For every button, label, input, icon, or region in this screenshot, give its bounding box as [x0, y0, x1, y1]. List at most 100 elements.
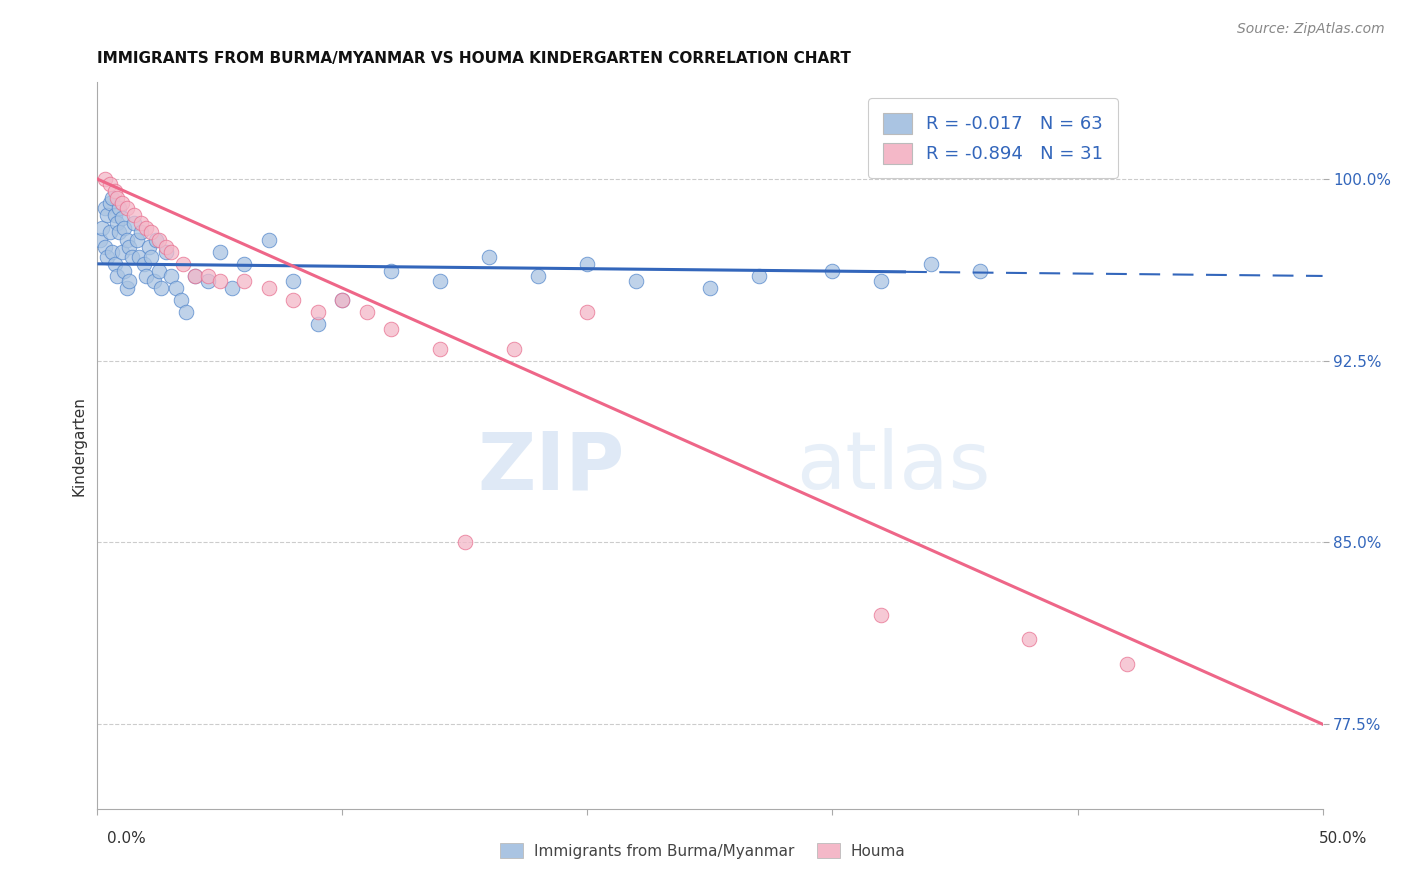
Point	[132, 257, 155, 271]
Point	[870, 608, 893, 623]
Point	[184, 268, 207, 283]
Point	[197, 274, 219, 288]
Text: atlas: atlas	[796, 428, 990, 507]
Point	[125, 233, 148, 247]
Point	[699, 281, 721, 295]
Point	[96, 250, 118, 264]
Point	[576, 257, 599, 271]
Point	[131, 225, 153, 239]
Point	[429, 342, 451, 356]
Point	[101, 191, 124, 205]
Point	[89, 233, 111, 247]
Point	[141, 225, 163, 239]
Point	[527, 268, 550, 283]
Point	[105, 216, 128, 230]
Point	[145, 233, 167, 247]
Point	[380, 264, 402, 278]
Point	[108, 225, 131, 239]
Point	[111, 196, 134, 211]
Point	[93, 201, 115, 215]
Point	[101, 244, 124, 259]
Point	[221, 281, 243, 295]
Point	[115, 233, 138, 247]
Point	[576, 305, 599, 319]
Point	[135, 268, 157, 283]
Point	[148, 264, 170, 278]
Point	[131, 216, 153, 230]
Point	[93, 240, 115, 254]
Point	[626, 274, 648, 288]
Point	[332, 293, 354, 308]
Point	[165, 281, 187, 295]
Point	[122, 216, 145, 230]
Point	[150, 281, 173, 295]
Point	[169, 293, 191, 308]
Point	[118, 240, 141, 254]
Point	[160, 268, 183, 283]
Point	[135, 220, 157, 235]
Point	[91, 220, 114, 235]
Point	[98, 225, 121, 239]
Point	[478, 250, 501, 264]
Point	[142, 274, 165, 288]
Point	[870, 274, 893, 288]
Point	[307, 318, 329, 332]
Point	[160, 244, 183, 259]
Point	[103, 208, 125, 222]
Point	[121, 250, 143, 264]
Point	[233, 274, 256, 288]
Point	[115, 201, 138, 215]
Point	[283, 274, 305, 288]
Point	[141, 250, 163, 264]
Point	[111, 211, 134, 225]
Text: Source: ZipAtlas.com: Source: ZipAtlas.com	[1237, 22, 1385, 37]
Text: 0.0%: 0.0%	[107, 831, 146, 846]
Point	[115, 281, 138, 295]
Legend: R = -0.017   N = 63, R = -0.894   N = 31: R = -0.017 N = 63, R = -0.894 N = 31	[869, 98, 1118, 178]
Point	[748, 268, 770, 283]
Text: IMMIGRANTS FROM BURMA/MYANMAR VS HOUMA KINDERGARTEN CORRELATION CHART: IMMIGRANTS FROM BURMA/MYANMAR VS HOUMA K…	[97, 51, 851, 66]
Point	[257, 233, 280, 247]
Point	[155, 244, 177, 259]
Point	[184, 268, 207, 283]
Text: ZIP: ZIP	[477, 428, 624, 507]
Point	[96, 208, 118, 222]
Point	[208, 274, 231, 288]
Point	[155, 240, 177, 254]
Point	[122, 208, 145, 222]
Point	[93, 172, 115, 186]
Legend: Immigrants from Burma/Myanmar, Houma: Immigrants from Burma/Myanmar, Houma	[495, 837, 911, 864]
Point	[118, 274, 141, 288]
Point	[103, 257, 125, 271]
Point	[503, 342, 526, 356]
Point	[307, 305, 329, 319]
Point	[103, 184, 125, 198]
Point	[105, 191, 128, 205]
Point	[233, 257, 256, 271]
Point	[148, 233, 170, 247]
Point	[257, 281, 280, 295]
Point	[1115, 657, 1137, 671]
Point	[112, 264, 135, 278]
Point	[197, 268, 219, 283]
Point	[454, 535, 477, 549]
Point	[105, 268, 128, 283]
Point	[111, 244, 134, 259]
Point	[174, 305, 197, 319]
Point	[920, 257, 942, 271]
Point	[128, 250, 150, 264]
Point	[356, 305, 378, 319]
Point	[208, 244, 231, 259]
Text: 50.0%: 50.0%	[1319, 831, 1367, 846]
Point	[283, 293, 305, 308]
Point	[332, 293, 354, 308]
Point	[172, 257, 194, 271]
Point	[112, 220, 135, 235]
Point	[969, 264, 991, 278]
Point	[98, 196, 121, 211]
Point	[108, 201, 131, 215]
Point	[821, 264, 844, 278]
Point	[380, 322, 402, 336]
Point	[138, 240, 160, 254]
Point	[429, 274, 451, 288]
